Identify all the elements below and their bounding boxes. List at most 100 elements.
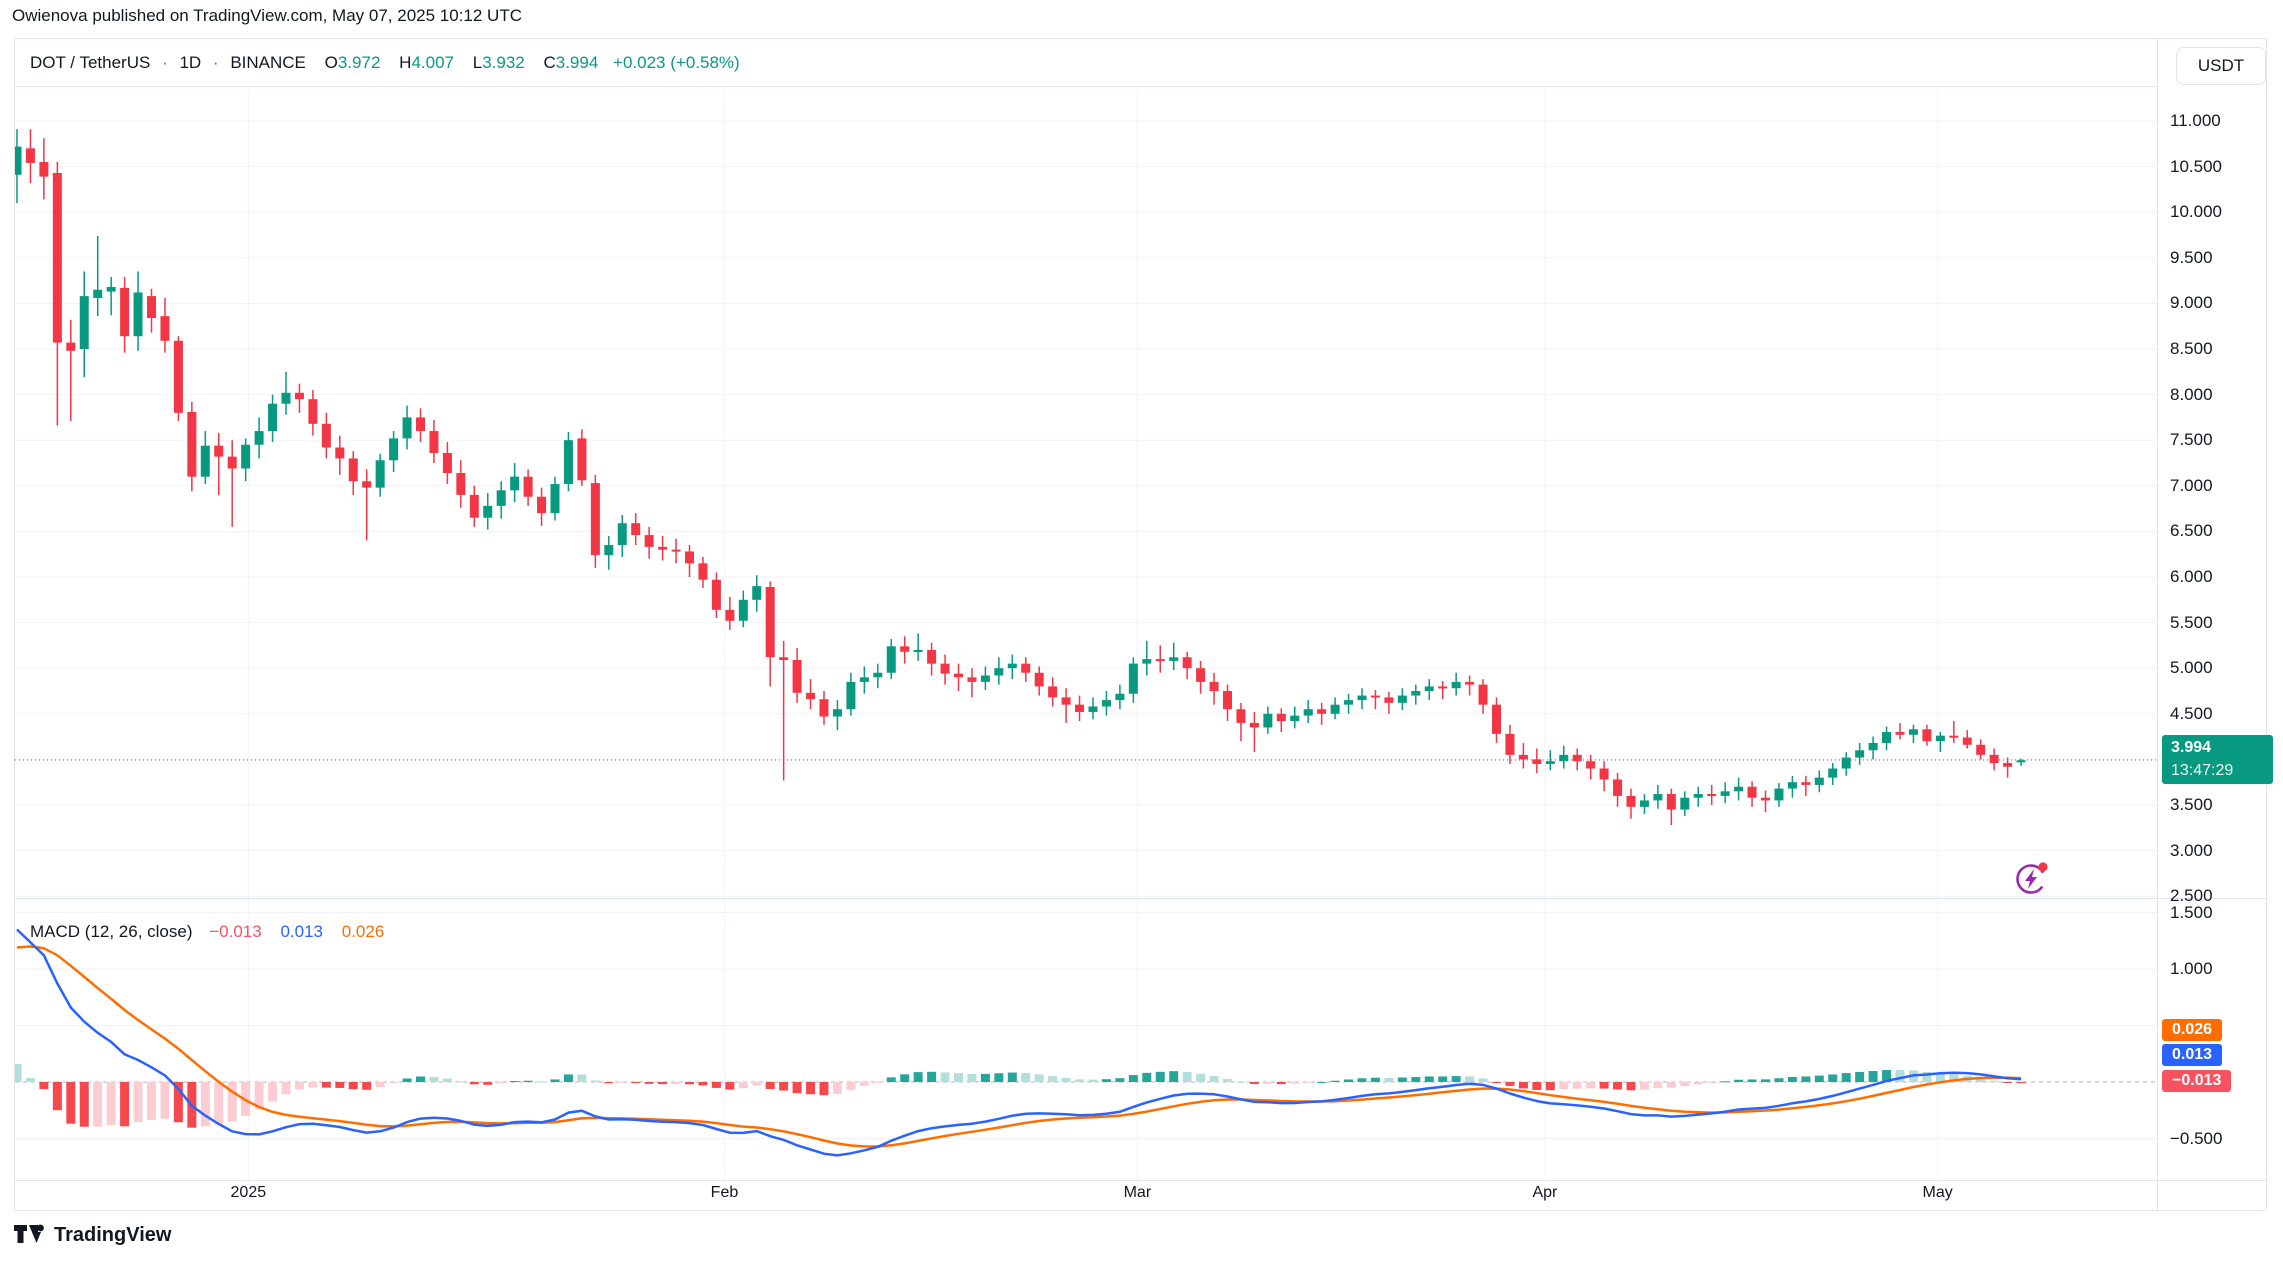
candle-body bbox=[442, 452, 452, 474]
candle-body bbox=[1545, 761, 1555, 764]
macd-histogram-bar bbox=[1411, 1076, 1421, 1082]
candle-body bbox=[294, 392, 304, 400]
macd-histogram-bar bbox=[2016, 1082, 2026, 1084]
macd-histogram-bar bbox=[563, 1074, 573, 1082]
candle-body bbox=[1397, 695, 1407, 703]
candle-body bbox=[496, 490, 506, 506]
symbol-header[interactable]: DOT / TetherUS · 1D · BINANCE O3.972 H4.… bbox=[30, 53, 740, 73]
macd-histogram-bar bbox=[832, 1082, 842, 1094]
time-axis-label[interactable]: Apr bbox=[1532, 1184, 1558, 1201]
macd-histogram-bar bbox=[1774, 1078, 1784, 1082]
macd-histogram-bar bbox=[1263, 1082, 1273, 1084]
macd-tick-label: −0.500 bbox=[2170, 1128, 2223, 1148]
candle-body bbox=[1061, 697, 1071, 705]
macd-histogram-bar bbox=[227, 1082, 237, 1122]
price-pane-chart[interactable] bbox=[15, 90, 2157, 898]
macd-histogram-bar bbox=[1922, 1071, 1932, 1082]
price-tick-label: 4.500 bbox=[2170, 703, 2213, 723]
price-tick-label: 10.000 bbox=[2170, 202, 2222, 222]
macd-histogram-bar bbox=[1424, 1076, 1434, 1082]
macd-histogram-bar bbox=[2003, 1082, 2013, 1083]
macd-histogram-bar bbox=[93, 1082, 103, 1127]
macd-histogram-bar bbox=[39, 1082, 49, 1090]
interval-label[interactable]: 1D bbox=[179, 53, 202, 72]
candle-body bbox=[1949, 735, 1959, 738]
macd-histogram-bar bbox=[1290, 1082, 1300, 1084]
tradingview-brand-text: TradingView bbox=[54, 1223, 172, 1246]
macd-histogram-bar bbox=[1182, 1071, 1192, 1082]
candle-body bbox=[967, 677, 977, 682]
candle-body bbox=[2016, 760, 2026, 763]
macd-histogram-bar bbox=[1639, 1082, 1649, 1090]
macd-histogram-bar bbox=[483, 1082, 493, 1085]
macd-histogram-bar bbox=[147, 1082, 156, 1120]
candle-body bbox=[1411, 691, 1421, 696]
macd-histogram-bar bbox=[1895, 1070, 1905, 1082]
candle-body bbox=[120, 287, 130, 337]
macd-histogram-bar bbox=[1935, 1073, 1945, 1082]
macd-histogram-bar bbox=[779, 1082, 789, 1091]
candle-body bbox=[1922, 729, 1932, 742]
pane-divider[interactable] bbox=[14, 898, 2266, 899]
time-axis-label[interactable]: 2025 bbox=[230, 1184, 267, 1201]
symbol-title[interactable]: DOT / TetherUS bbox=[30, 53, 151, 72]
macd-histogram-bar bbox=[1048, 1076, 1058, 1082]
macd-pane-chart[interactable] bbox=[15, 899, 2157, 1180]
price-tick-label: 8.500 bbox=[2170, 339, 2213, 358]
currency-button[interactable]: USDT bbox=[2176, 47, 2266, 85]
candle-body bbox=[1908, 729, 1918, 735]
time-axis-label[interactable]: Feb bbox=[710, 1184, 739, 1201]
macd-histogram-bar bbox=[617, 1082, 627, 1083]
candle-body bbox=[362, 481, 372, 488]
candle-body bbox=[1196, 668, 1206, 682]
candle-body bbox=[1532, 759, 1542, 764]
price-tick-label: 7.000 bbox=[2170, 475, 2213, 495]
candle-body bbox=[1492, 704, 1501, 734]
time-axis-label[interactable]: May bbox=[1922, 1184, 1953, 1201]
separator-dot: · bbox=[162, 53, 168, 72]
macd-histogram-bar bbox=[1653, 1082, 1663, 1089]
candle-body bbox=[1223, 691, 1232, 710]
macd-histogram-bar bbox=[1370, 1077, 1380, 1082]
candle-body bbox=[604, 545, 614, 556]
price-tick-label: 5.500 bbox=[2170, 612, 2213, 632]
macd-histogram-bar bbox=[967, 1073, 977, 1082]
candle-body bbox=[1693, 794, 1703, 798]
macd-histogram-bar bbox=[79, 1082, 89, 1127]
candle-body bbox=[79, 296, 89, 349]
notification-dot bbox=[2038, 862, 2048, 872]
macd-histogram-bar bbox=[120, 1082, 130, 1127]
candle-body bbox=[1855, 750, 1865, 758]
candle-body bbox=[241, 444, 251, 469]
candle-body bbox=[1330, 704, 1340, 714]
last-price-value: 3.994 bbox=[2171, 738, 2212, 756]
candle-body bbox=[1989, 754, 1999, 764]
separator-dot: · bbox=[212, 53, 219, 72]
macd-histogram-bar bbox=[133, 1082, 143, 1123]
boost-lightning-icon[interactable] bbox=[2012, 858, 2052, 898]
candle-body bbox=[994, 668, 1004, 676]
macd-title: MACD (12, 26, close) bbox=[30, 922, 193, 941]
macd-legend[interactable]: MACD (12, 26, close) −0.013 0.013 0.026 bbox=[30, 922, 398, 942]
candle-body bbox=[1774, 788, 1784, 801]
macd-histogram-bar bbox=[590, 1080, 600, 1082]
candle-body bbox=[389, 438, 399, 461]
macd-histogram-bar bbox=[577, 1074, 587, 1082]
price-tick-label: 11.000 bbox=[2170, 111, 2221, 130]
candle-body bbox=[1317, 709, 1327, 714]
candle-body bbox=[39, 162, 49, 177]
macd-histogram-bar bbox=[1034, 1074, 1044, 1082]
time-axis-label[interactable]: Mar bbox=[1123, 1184, 1152, 1201]
candle-body bbox=[133, 292, 143, 337]
macd-histogram-bar bbox=[685, 1082, 694, 1085]
macd-histogram-bar bbox=[375, 1082, 385, 1088]
footer-brand[interactable]: TradingView bbox=[14, 1222, 171, 1248]
axis-divider bbox=[2157, 38, 2158, 1210]
candle-body bbox=[1761, 797, 1770, 801]
ohlc-open: O3.972 bbox=[324, 53, 381, 72]
candle-body bbox=[765, 587, 775, 658]
macd-histogram-bar bbox=[416, 1076, 425, 1082]
candle-body bbox=[1357, 695, 1367, 701]
macd-histogram-bar bbox=[1532, 1082, 1542, 1090]
macd-histogram-bar bbox=[900, 1074, 910, 1082]
